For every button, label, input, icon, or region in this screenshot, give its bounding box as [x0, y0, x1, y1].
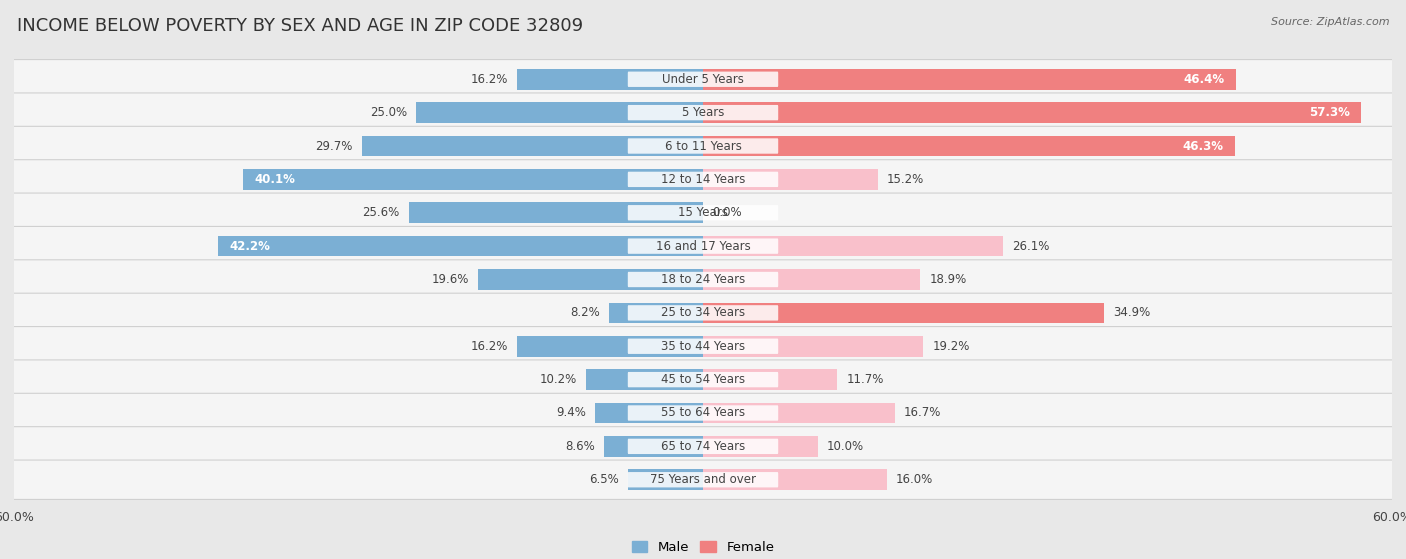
Text: 16.2%: 16.2%: [471, 73, 508, 86]
Bar: [416, 102, 703, 123]
Text: 18 to 24 Years: 18 to 24 Years: [661, 273, 745, 286]
Text: INCOME BELOW POVERTY BY SEX AND AGE IN ZIP CODE 32809: INCOME BELOW POVERTY BY SEX AND AGE IN Z…: [17, 17, 583, 35]
Text: 11.7%: 11.7%: [846, 373, 884, 386]
Text: 75 Years and over: 75 Years and over: [650, 473, 756, 486]
Text: 55 to 64 Years: 55 to 64 Years: [661, 406, 745, 419]
FancyBboxPatch shape: [1, 360, 1405, 399]
Text: 46.4%: 46.4%: [1184, 73, 1225, 86]
FancyBboxPatch shape: [628, 72, 778, 87]
Bar: [361, 136, 703, 157]
FancyBboxPatch shape: [628, 405, 778, 421]
FancyBboxPatch shape: [628, 339, 778, 354]
Text: 8.6%: 8.6%: [565, 440, 595, 453]
Text: 9.4%: 9.4%: [555, 406, 586, 419]
FancyBboxPatch shape: [628, 439, 778, 454]
Text: 18.9%: 18.9%: [929, 273, 966, 286]
FancyBboxPatch shape: [628, 305, 778, 320]
FancyBboxPatch shape: [1, 427, 1405, 466]
FancyBboxPatch shape: [1, 260, 1405, 299]
FancyBboxPatch shape: [1, 293, 1405, 333]
Text: 12 to 14 Years: 12 to 14 Years: [661, 173, 745, 186]
Bar: [703, 236, 1002, 257]
Text: 34.9%: 34.9%: [1114, 306, 1150, 319]
Text: 45 to 54 Years: 45 to 54 Years: [661, 373, 745, 386]
FancyBboxPatch shape: [628, 172, 778, 187]
Text: 15 Years: 15 Years: [678, 206, 728, 219]
Text: 40.1%: 40.1%: [254, 173, 295, 186]
Text: 6 to 11 Years: 6 to 11 Years: [665, 140, 741, 153]
FancyBboxPatch shape: [628, 205, 778, 220]
Text: 35 to 44 Years: 35 to 44 Years: [661, 340, 745, 353]
Bar: [703, 102, 1361, 123]
Text: 19.6%: 19.6%: [432, 273, 468, 286]
Bar: [628, 470, 703, 490]
Bar: [703, 369, 838, 390]
Text: 8.2%: 8.2%: [569, 306, 599, 319]
FancyBboxPatch shape: [1, 60, 1405, 99]
Bar: [703, 402, 894, 423]
FancyBboxPatch shape: [628, 105, 778, 120]
Bar: [605, 436, 703, 457]
Bar: [243, 169, 703, 190]
FancyBboxPatch shape: [1, 326, 1405, 366]
FancyBboxPatch shape: [628, 272, 778, 287]
Bar: [609, 302, 703, 323]
Bar: [517, 336, 703, 357]
FancyBboxPatch shape: [1, 226, 1405, 266]
Text: 19.2%: 19.2%: [932, 340, 970, 353]
Text: 16 and 17 Years: 16 and 17 Years: [655, 240, 751, 253]
FancyBboxPatch shape: [1, 126, 1405, 165]
Bar: [703, 269, 920, 290]
Text: 16.0%: 16.0%: [896, 473, 934, 486]
FancyBboxPatch shape: [1, 460, 1405, 499]
FancyBboxPatch shape: [628, 239, 778, 254]
Bar: [703, 302, 1104, 323]
Text: Under 5 Years: Under 5 Years: [662, 73, 744, 86]
Text: 25.0%: 25.0%: [370, 106, 406, 119]
FancyBboxPatch shape: [1, 193, 1405, 233]
Legend: Male, Female: Male, Female: [626, 536, 780, 559]
Text: 29.7%: 29.7%: [315, 140, 353, 153]
Text: 10.0%: 10.0%: [827, 440, 865, 453]
Bar: [703, 136, 1234, 157]
Bar: [703, 336, 924, 357]
Text: 42.2%: 42.2%: [231, 240, 271, 253]
Text: Source: ZipAtlas.com: Source: ZipAtlas.com: [1271, 17, 1389, 27]
FancyBboxPatch shape: [628, 138, 778, 154]
Text: 46.3%: 46.3%: [1182, 140, 1223, 153]
Text: 5 Years: 5 Years: [682, 106, 724, 119]
Bar: [409, 202, 703, 223]
Bar: [218, 236, 703, 257]
FancyBboxPatch shape: [628, 472, 778, 487]
Text: 15.2%: 15.2%: [887, 173, 924, 186]
FancyBboxPatch shape: [628, 372, 778, 387]
Text: 25 to 34 Years: 25 to 34 Years: [661, 306, 745, 319]
Text: 65 to 74 Years: 65 to 74 Years: [661, 440, 745, 453]
Bar: [478, 269, 703, 290]
Text: 6.5%: 6.5%: [589, 473, 619, 486]
Bar: [703, 470, 887, 490]
Text: 0.0%: 0.0%: [713, 206, 742, 219]
Bar: [517, 69, 703, 89]
Bar: [595, 402, 703, 423]
FancyBboxPatch shape: [1, 93, 1405, 132]
Text: 26.1%: 26.1%: [1012, 240, 1049, 253]
Text: 16.7%: 16.7%: [904, 406, 941, 419]
Bar: [586, 369, 703, 390]
Text: 10.2%: 10.2%: [540, 373, 576, 386]
Bar: [703, 69, 1236, 89]
FancyBboxPatch shape: [1, 394, 1405, 433]
Text: 25.6%: 25.6%: [363, 206, 399, 219]
Text: 57.3%: 57.3%: [1309, 106, 1350, 119]
Bar: [703, 436, 818, 457]
FancyBboxPatch shape: [1, 160, 1405, 199]
Text: 16.2%: 16.2%: [471, 340, 508, 353]
Bar: [703, 169, 877, 190]
